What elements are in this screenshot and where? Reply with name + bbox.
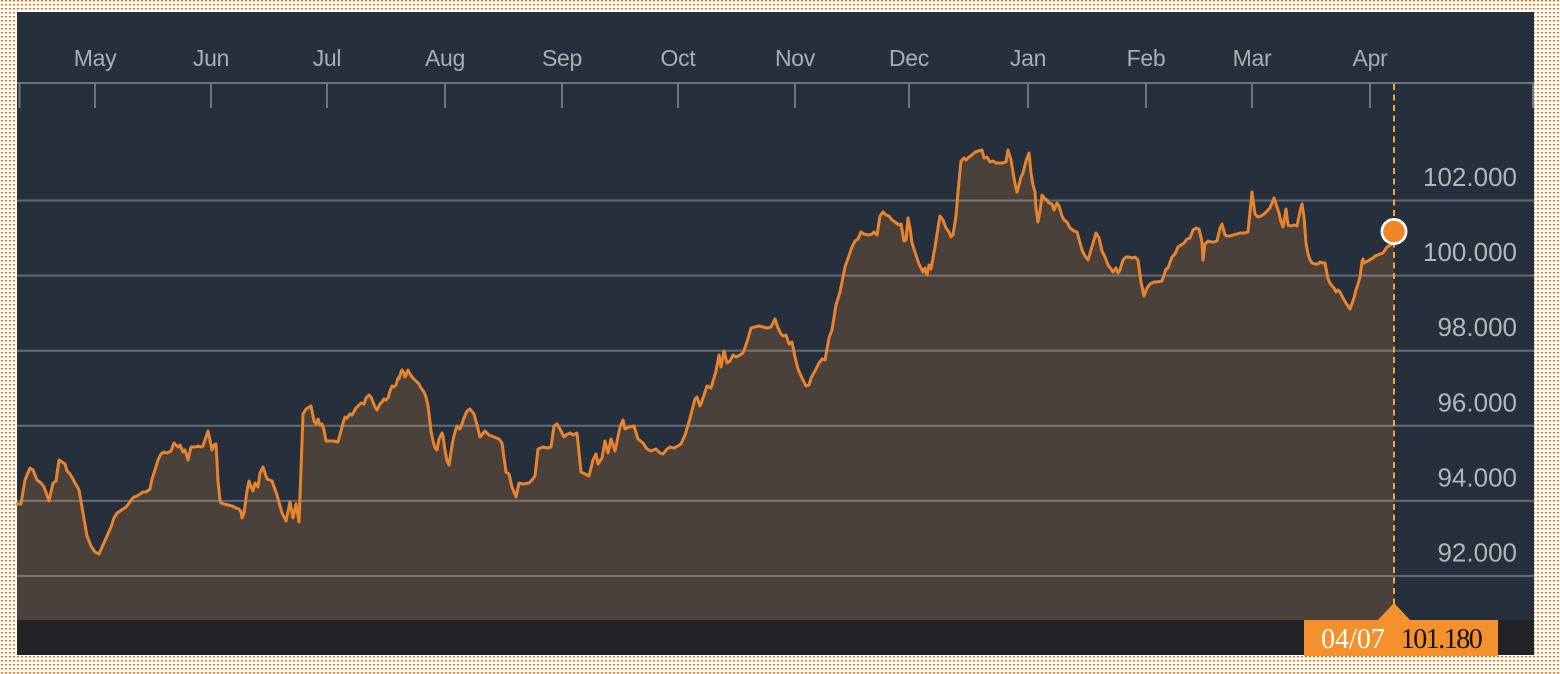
svg-text:May: May — [74, 45, 117, 71]
svg-text:Oct: Oct — [661, 45, 697, 71]
svg-text:Jul: Jul — [313, 45, 342, 71]
svg-text:04/07: 04/07 — [1321, 624, 1385, 655]
svg-text:Apr: Apr — [1353, 45, 1389, 71]
svg-text:100.000: 100.000 — [1423, 237, 1517, 267]
svg-text:96.000: 96.000 — [1437, 387, 1517, 417]
svg-text:Dec: Dec — [889, 45, 929, 71]
svg-text:Jun: Jun — [193, 45, 229, 71]
svg-text:98.000: 98.000 — [1437, 312, 1517, 342]
svg-text:Nov: Nov — [775, 45, 816, 71]
svg-text:92.000: 92.000 — [1437, 538, 1517, 568]
svg-text:Aug: Aug — [425, 45, 465, 71]
svg-text:Mar: Mar — [1233, 45, 1272, 71]
svg-text:Jan: Jan — [1010, 45, 1046, 71]
svg-text:94.000: 94.000 — [1437, 462, 1517, 492]
svg-text:Sep: Sep — [542, 45, 582, 71]
svg-text:Feb: Feb — [1127, 45, 1166, 71]
svg-text:101.180: 101.180 — [1401, 624, 1482, 655]
svg-text:102.000: 102.000 — [1423, 162, 1517, 192]
